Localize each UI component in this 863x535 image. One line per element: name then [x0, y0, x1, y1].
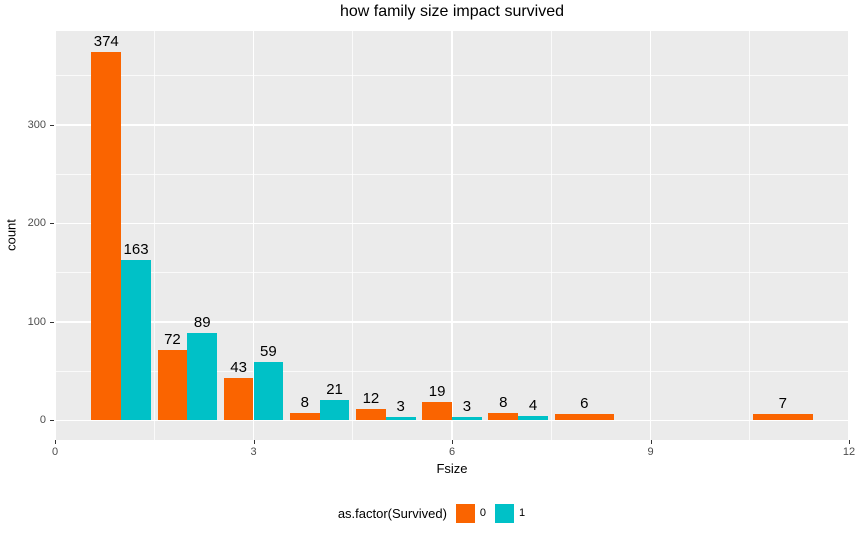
legend-swatch: [455, 503, 475, 523]
bar-value-label: 163: [123, 240, 149, 258]
bar-value-label: 59: [260, 343, 277, 361]
gridline-minor-vertical: [352, 31, 354, 440]
bar-value-label: 4: [528, 397, 538, 415]
legend-title: as.factor(Survived): [337, 505, 447, 521]
gridline-major-vertical: [451, 31, 453, 440]
bar-value-label: 12: [362, 389, 380, 407]
y-tick-label: 200: [27, 217, 46, 230]
x-axis-title: Fsize: [436, 461, 468, 476]
bar: [356, 408, 386, 421]
bar: [554, 414, 615, 421]
bar-value-label: 8: [300, 393, 309, 411]
bar-value-label: 8: [499, 393, 508, 411]
bar: [319, 399, 350, 421]
bar-value-label: 374: [93, 33, 119, 51]
legend-item: 1: [495, 503, 526, 523]
gridline-major-vertical: [649, 31, 652, 440]
gridline-major-horizontal: [55, 419, 849, 422]
bar: [753, 413, 813, 421]
bar-value-label: 19: [428, 382, 446, 400]
bar: [253, 362, 284, 421]
plot-panel: 374 163 72 89 43 59 8 21 12 3 19 3 8 4 6 7: [55, 31, 849, 440]
x-tick-label: 12: [842, 446, 856, 458]
plot-title: how family size impact survived: [339, 3, 565, 20]
legend-item-label: 0: [479, 507, 487, 519]
bar: [187, 332, 218, 421]
legend-item-label: 1: [519, 507, 526, 519]
bar: [452, 417, 482, 421]
x-axis-tick: [452, 440, 453, 444]
bar: [289, 412, 320, 421]
bar: [518, 416, 548, 421]
x-tick-label: 6: [448, 446, 456, 458]
bar-value-label: 3: [462, 398, 472, 416]
x-tick-label: 3: [250, 446, 257, 458]
x-axis-tick: [849, 440, 850, 444]
bar-value-label: 6: [580, 395, 589, 413]
x-axis-tick: [253, 440, 255, 444]
y-tick-label: 100: [27, 315, 46, 328]
y-axis-tick: [50, 125, 54, 127]
gridline-major-vertical: [252, 31, 255, 440]
x-tick-label: 0: [51, 446, 59, 458]
legend-swatch: [495, 503, 515, 523]
bar-value-label: 43: [230, 359, 247, 377]
bar: [422, 401, 452, 421]
gridline-minor-vertical: [550, 31, 552, 440]
x-tick-label: 9: [647, 446, 654, 458]
bar-value-label: 72: [164, 330, 181, 348]
legend-item: 0: [455, 503, 487, 523]
bar: [121, 259, 151, 421]
bar: [223, 378, 254, 421]
y-axis-tick: [50, 420, 54, 422]
gridline-major-horizontal: [55, 124, 849, 126]
gridline-minor-vertical: [153, 31, 155, 440]
bar: [157, 349, 188, 421]
gridline-major-horizontal: [55, 222, 849, 225]
bar: [488, 412, 519, 421]
bar-value-label: 89: [193, 313, 211, 331]
bar: [385, 417, 416, 421]
x-axis-tick: [55, 440, 56, 444]
bar-value-label: 21: [326, 380, 343, 398]
y-tick-label: 0: [39, 414, 46, 427]
gridline-major-vertical: [55, 31, 56, 440]
y-tick-label: 300: [27, 119, 46, 132]
y-axis-tick: [50, 321, 54, 323]
gridline-minor-vertical: [749, 31, 751, 440]
gridline-major-vertical: [848, 31, 849, 440]
x-axis-tick: [650, 440, 652, 444]
y-axis-tick: [50, 223, 54, 225]
bar-value-label: 3: [396, 398, 405, 416]
bar: [91, 52, 122, 421]
bar-value-label: 7: [778, 394, 787, 412]
gridline-major-horizontal: [55, 321, 849, 323]
